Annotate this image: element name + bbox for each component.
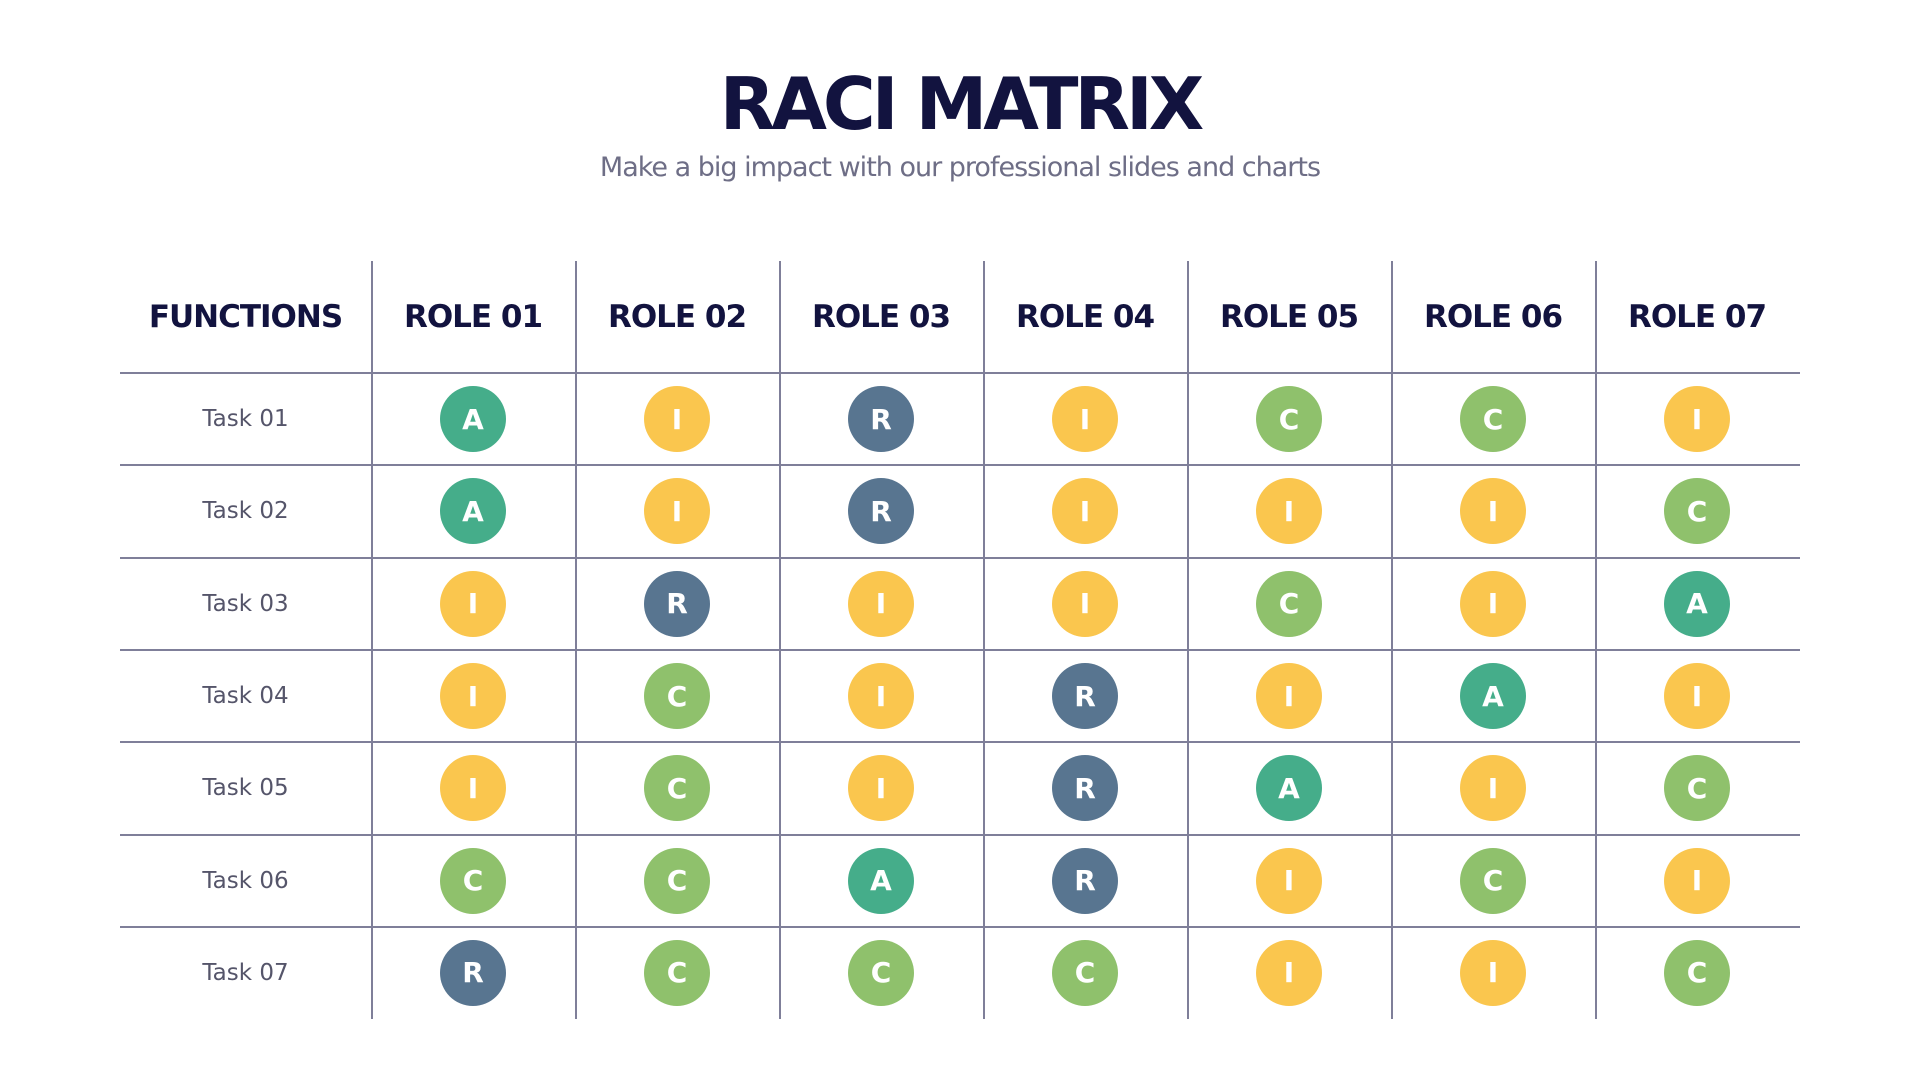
raci-badge-c: C xyxy=(1052,939,1118,1006)
task-label: Task 01 xyxy=(202,406,289,433)
header-role: ROLE 02 xyxy=(607,299,747,335)
grid-hline xyxy=(120,833,1800,836)
task-label: Task 03 xyxy=(202,590,289,617)
raci-badge-i: I xyxy=(1664,663,1730,730)
raci-badge-i: I xyxy=(1256,939,1322,1006)
grid-hline xyxy=(120,925,1800,928)
raci-badge-c: C xyxy=(1256,386,1322,453)
raci-badge-c: C xyxy=(644,939,710,1006)
grid-vline xyxy=(575,261,577,1019)
header-role: ROLE 03 xyxy=(811,299,951,335)
grid-vline xyxy=(1595,261,1597,1019)
task-label: Task 06 xyxy=(202,867,289,894)
raci-badge-c: C xyxy=(1664,478,1730,545)
raci-badge-i: I xyxy=(848,755,914,822)
raci-badge-c: C xyxy=(1460,386,1526,453)
raci-badge-i: I xyxy=(644,478,710,545)
task-label: Task 07 xyxy=(202,959,289,986)
raci-badge-i: I xyxy=(1460,755,1526,822)
raci-table: FUNCTIONS ROLE 01 ROLE 02 ROLE 03 ROLE 04 RO… xyxy=(120,261,1800,1019)
header-role: ROLE 01 xyxy=(403,299,543,335)
raci-badge-c: C xyxy=(1256,570,1322,637)
raci-badge-i: I xyxy=(1460,570,1526,637)
raci-badge-r: R xyxy=(1052,847,1118,914)
grid-hline xyxy=(120,556,1800,559)
raci-badge-i: I xyxy=(1664,386,1730,453)
raci-badge-i: I xyxy=(1256,663,1322,730)
raci-badge-c: C xyxy=(1460,847,1526,914)
task-label: Task 04 xyxy=(202,683,289,710)
raci-badge-r: R xyxy=(440,939,506,1006)
raci-badge-c: C xyxy=(848,939,914,1006)
raci-badge-i: I xyxy=(644,386,710,453)
raci-badge-i: I xyxy=(1664,847,1730,914)
task-label: Task 05 xyxy=(202,775,289,802)
header-role: ROLE 07 xyxy=(1627,299,1767,335)
page-subtitle: Make a big impact with our professional … xyxy=(599,152,1321,183)
header-role: ROLE 04 xyxy=(1015,299,1155,335)
raci-badge-a: A xyxy=(1664,570,1730,637)
raci-badge-c: C xyxy=(644,663,710,730)
grid-hline xyxy=(120,464,1800,467)
raci-badge-r: R xyxy=(644,570,710,637)
raci-badge-a: A xyxy=(848,847,914,914)
grid-hline xyxy=(120,648,1800,651)
raci-badge-c: C xyxy=(1664,755,1730,822)
raci-badge-i: I xyxy=(848,663,914,730)
raci-badge-i: I xyxy=(1052,478,1118,545)
raci-badge-r: R xyxy=(848,386,914,453)
raci-badge-c: C xyxy=(644,755,710,822)
raci-badge-i: I xyxy=(848,570,914,637)
raci-badge-r: R xyxy=(1052,663,1118,730)
raci-badge-i: I xyxy=(1052,570,1118,637)
raci-badge-i: I xyxy=(440,755,506,822)
raci-badge-a: A xyxy=(440,478,506,545)
grid-vline xyxy=(1187,261,1189,1019)
grid-vline xyxy=(779,261,781,1019)
header-role: ROLE 05 xyxy=(1219,299,1359,335)
page-title: RACI MATRIX xyxy=(719,62,1205,146)
task-label: Task 02 xyxy=(202,498,289,525)
raci-badge-i: I xyxy=(440,570,506,637)
raci-badge-c: C xyxy=(440,847,506,914)
raci-badge-i: I xyxy=(1256,847,1322,914)
grid-vline xyxy=(1391,261,1393,1019)
raci-badge-i: I xyxy=(440,663,506,730)
header-functions: FUNCTIONS xyxy=(148,299,343,335)
raci-badge-a: A xyxy=(1256,755,1322,822)
raci-badge-r: R xyxy=(1052,755,1118,822)
grid-hline xyxy=(120,372,1800,374)
raci-badge-r: R xyxy=(848,478,914,545)
raci-badge-a: A xyxy=(1460,663,1526,730)
raci-badge-c: C xyxy=(1664,939,1730,1006)
raci-badge-i: I xyxy=(1460,478,1526,545)
grid-hline xyxy=(120,741,1800,744)
raci-badge-i: I xyxy=(1052,386,1118,453)
raci-badge-i: I xyxy=(1460,939,1526,1006)
raci-badge-a: A xyxy=(440,386,506,453)
header-role: ROLE 06 xyxy=(1423,299,1563,335)
raci-badge-i: I xyxy=(1256,478,1322,545)
grid-vline xyxy=(983,261,985,1019)
raci-badge-c: C xyxy=(644,847,710,914)
grid-vline xyxy=(371,261,373,1019)
